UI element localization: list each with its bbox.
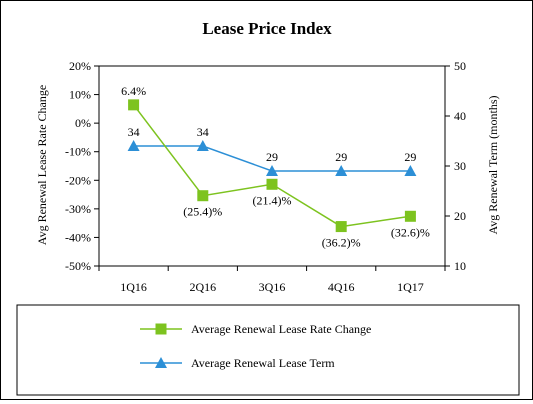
- right-tick-label: 20: [454, 209, 466, 223]
- left-tick-label: -50%: [65, 259, 91, 273]
- left-tick-label: -10%: [65, 145, 91, 159]
- legend-label: Average Renewal Lease Term: [191, 356, 335, 370]
- plot-area: 20% 10% 0% -10% -20% -30% -40% -50% 50 40 30 20 10 1Q…: [65, 59, 466, 294]
- right-tick-label: 10: [454, 259, 466, 273]
- renewal-term-marker: [404, 165, 417, 176]
- right-tick-label: 40: [454, 109, 466, 123]
- x-tick-label: 1Q16: [120, 280, 147, 294]
- renewal-term-data-label: 34: [197, 125, 209, 139]
- right-tick-label: 50: [454, 59, 466, 73]
- legend-triangle-marker: [155, 357, 167, 368]
- rate-change-marker: [266, 178, 278, 190]
- renewal-term-data-label: 29: [335, 150, 347, 164]
- legend-label: Average Renewal Lease Rate Change: [191, 322, 371, 336]
- rate-change-data-label: (21.4)%: [253, 193, 292, 207]
- renewal-term-marker: [127, 140, 140, 151]
- left-axis-label: Avg Renewal Lease Rate Change: [35, 85, 49, 245]
- left-tick-label: 0%: [75, 116, 91, 130]
- right-axis-label: Avg Renewal Term (months): [486, 95, 500, 234]
- rate-change-marker: [404, 210, 416, 222]
- x-tick-label: 2Q16: [189, 280, 216, 294]
- left-tick-label: -20%: [65, 173, 91, 187]
- right-tick-label: 30: [454, 159, 466, 173]
- left-tick-label: 10%: [69, 88, 91, 102]
- renewal-term-marker: [196, 140, 209, 151]
- left-tick-label: -30%: [65, 202, 91, 216]
- legend-square-marker: [155, 323, 167, 335]
- rate-change-data-label: (36.2)%: [322, 236, 361, 250]
- rate-change-data-label: (32.6)%: [391, 225, 430, 239]
- renewal-term-marker: [266, 165, 278, 176]
- left-tick-label: 20%: [69, 59, 91, 73]
- rate-change-marker: [128, 99, 140, 111]
- x-tick-label: 1Q17: [397, 280, 424, 294]
- rate-change-data-label: (25.4)%: [183, 205, 222, 219]
- renewal-term-data-label: 34: [128, 125, 140, 139]
- chart-title: Lease Price Index: [202, 19, 332, 38]
- rate-change-marker: [197, 190, 209, 202]
- renewal-term-marker: [335, 165, 348, 176]
- left-tick-label: -40%: [65, 230, 91, 244]
- rate-change-marker: [335, 221, 347, 233]
- renewal-term-data-label: 29: [404, 150, 416, 164]
- x-tick-label: 4Q16: [328, 280, 355, 294]
- legend: Average Renewal Lease Rate Change Average…: [140, 322, 371, 370]
- x-tick-label: 3Q16: [259, 280, 286, 294]
- legend-box: [16, 304, 520, 396]
- rate-change-data-label: 6.4%: [121, 84, 146, 98]
- renewal-term-data-label: 29: [266, 150, 278, 164]
